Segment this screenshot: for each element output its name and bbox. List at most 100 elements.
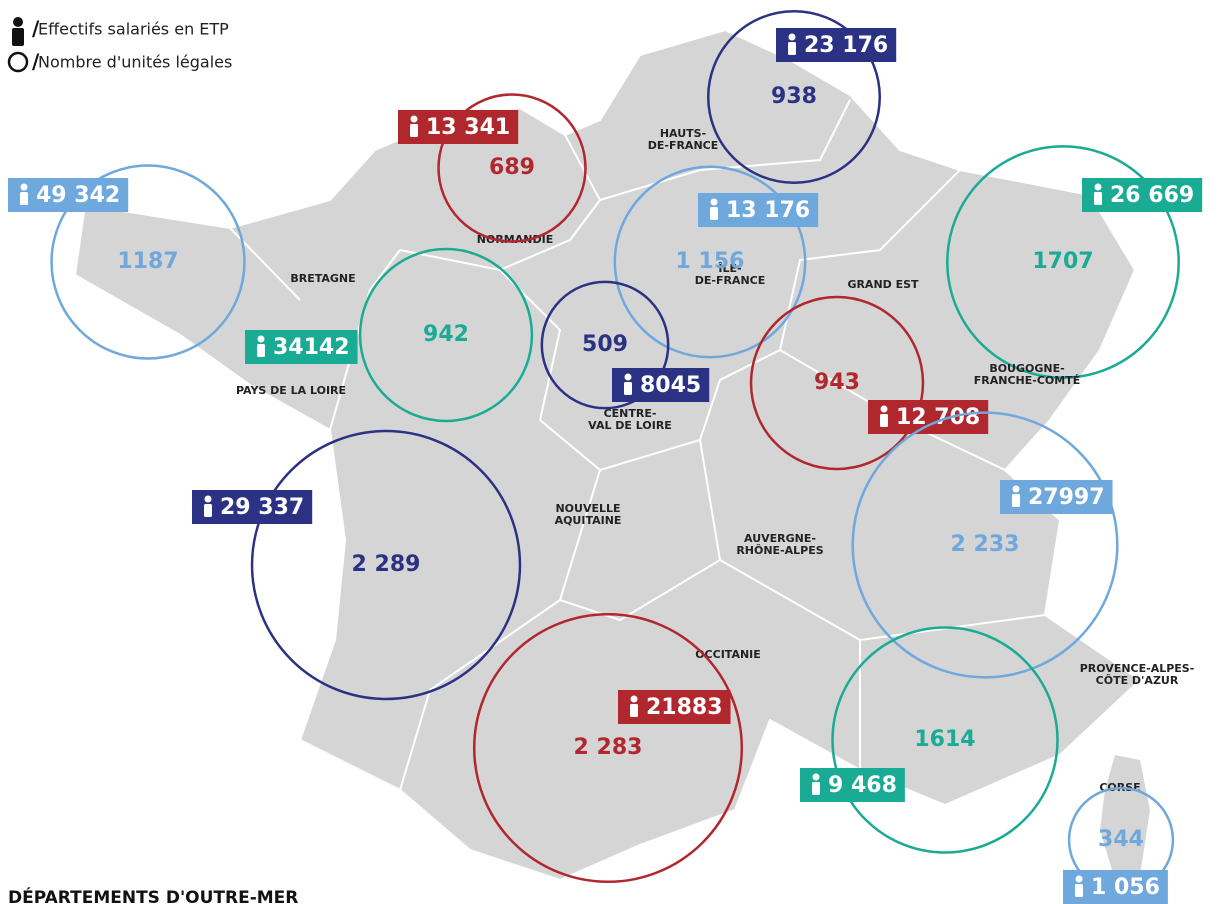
person-icon: [257, 344, 265, 357]
units-label: 2 233: [951, 532, 1020, 557]
region-name: AQUITAINE: [555, 514, 622, 527]
employees-box: 29 337: [192, 490, 313, 524]
person-icon: [630, 695, 638, 703]
region-name: GRAND EST: [847, 278, 919, 291]
employees-box: 13 176: [698, 193, 819, 227]
person-icon: [1012, 485, 1020, 493]
units-circle: [706, 9, 882, 185]
units-circle: [749, 295, 925, 471]
units-label: 344: [1098, 827, 1144, 852]
units-circle: [851, 411, 1119, 679]
person-icon: [204, 495, 212, 503]
employees-box: 34142: [245, 330, 358, 364]
region-name: CÔTE D'AZUR: [1096, 674, 1179, 687]
footer: DÉPARTEMENTS D'OUTRE-MER: [8, 886, 298, 904]
person-icon: [1094, 192, 1102, 205]
units-circle: [472, 612, 744, 884]
employees-box: 1 056: [1063, 870, 1168, 904]
region-name: PROVENCE-ALPES-: [1080, 662, 1195, 675]
employees-box: 26 669: [1082, 178, 1203, 212]
region-name: RHÔNE-ALPES: [736, 544, 823, 557]
employees-box: 9 468: [800, 768, 905, 802]
employees-label: 13 176: [726, 198, 810, 223]
employees-box: 27997: [1000, 480, 1113, 514]
person-icon: [788, 33, 796, 41]
units-label: 938: [771, 84, 817, 109]
employees-label: 29 337: [220, 495, 304, 520]
person-icon: [710, 198, 718, 206]
region-name: VAL DE LOIRE: [588, 419, 672, 432]
person-icon: [410, 124, 418, 137]
units-circle: [50, 164, 246, 360]
region-name: HAUTS-: [660, 127, 706, 140]
employees-box: 8045: [612, 368, 710, 402]
employees-box-bg: [192, 490, 313, 524]
region-name: DE-FRANCE: [695, 274, 766, 287]
units-circle: [437, 93, 587, 243]
units-label: 943: [814, 370, 860, 395]
legend-employees: Effectifs salariés en ETP: [38, 20, 229, 39]
region-name: BRETAGNE: [290, 272, 355, 285]
person-icon: [880, 414, 888, 427]
person-icon: [710, 207, 718, 220]
units-circle: [831, 626, 1059, 854]
person-icon: [257, 335, 265, 343]
employees-label: 13 341: [426, 115, 510, 140]
employees-label: 12 708: [896, 405, 980, 430]
person-icon: [1075, 884, 1083, 897]
units-label: 1707: [1032, 249, 1093, 274]
region-name: OCCITANIE: [695, 648, 761, 661]
person-icon: [20, 192, 28, 205]
employees-label: 26 669: [1110, 183, 1194, 208]
units-label: 2 283: [574, 735, 643, 760]
employees-box-bg: [1082, 178, 1203, 212]
svg-text:/: /: [32, 17, 40, 41]
units-label: 1614: [914, 727, 975, 752]
person-icon: [880, 405, 888, 413]
person-icon: [204, 504, 212, 517]
employees-label: 1 056: [1091, 875, 1160, 900]
person-icon: [20, 183, 28, 191]
region-name: CENTRE-: [604, 407, 657, 420]
units-label: 2 289: [352, 552, 421, 577]
employees-label: 27997: [1028, 485, 1105, 510]
region-name: AUVERGNE-: [744, 532, 816, 545]
corsica-outline: [1100, 755, 1150, 880]
employees-box-bg: [776, 28, 897, 62]
employees-box: 23 176: [776, 28, 897, 62]
employees-box: 21883: [618, 690, 731, 724]
units-label: 689: [489, 155, 535, 180]
employees-box: 13 341: [398, 110, 519, 144]
units-circle: [250, 429, 522, 701]
units-circle: [946, 145, 1180, 379]
employees-label: 49 342: [36, 183, 120, 208]
employees-box-bg: [698, 193, 819, 227]
region-name: PAYS DE LA LOIRE: [236, 384, 346, 397]
person-icon: [624, 373, 632, 381]
person-icon: [1075, 875, 1083, 883]
employees-box-bg: [398, 110, 519, 144]
employees-box: 12 708: [868, 400, 989, 434]
france-outline: [73, 28, 1142, 882]
legend-units: Nombre d'unités légales: [38, 53, 232, 72]
region-name: DE-FRANCE: [648, 139, 719, 152]
person-icon: [410, 115, 418, 123]
units-circle: [540, 280, 670, 410]
employees-label: 8045: [640, 373, 701, 398]
employees-box-bg: [8, 178, 129, 212]
region-name: NORMANDIE: [477, 233, 553, 246]
region-name: NOUVELLE: [555, 502, 620, 515]
person-icon: [812, 782, 820, 795]
units-circle: [613, 165, 807, 359]
person-icon: [624, 382, 632, 395]
region-name: ÎLE-: [718, 262, 741, 275]
units-circle: [358, 247, 534, 423]
legend: Effectifs salariés en ETP Nombre d'unité…: [7, 17, 232, 74]
employees-label: 23 176: [804, 33, 888, 58]
employees-label: 9 468: [828, 773, 897, 798]
employees-label: 21883: [646, 695, 723, 720]
person-icon: [1094, 183, 1102, 191]
person-icon: [1012, 494, 1020, 507]
person-icon: [788, 42, 796, 55]
